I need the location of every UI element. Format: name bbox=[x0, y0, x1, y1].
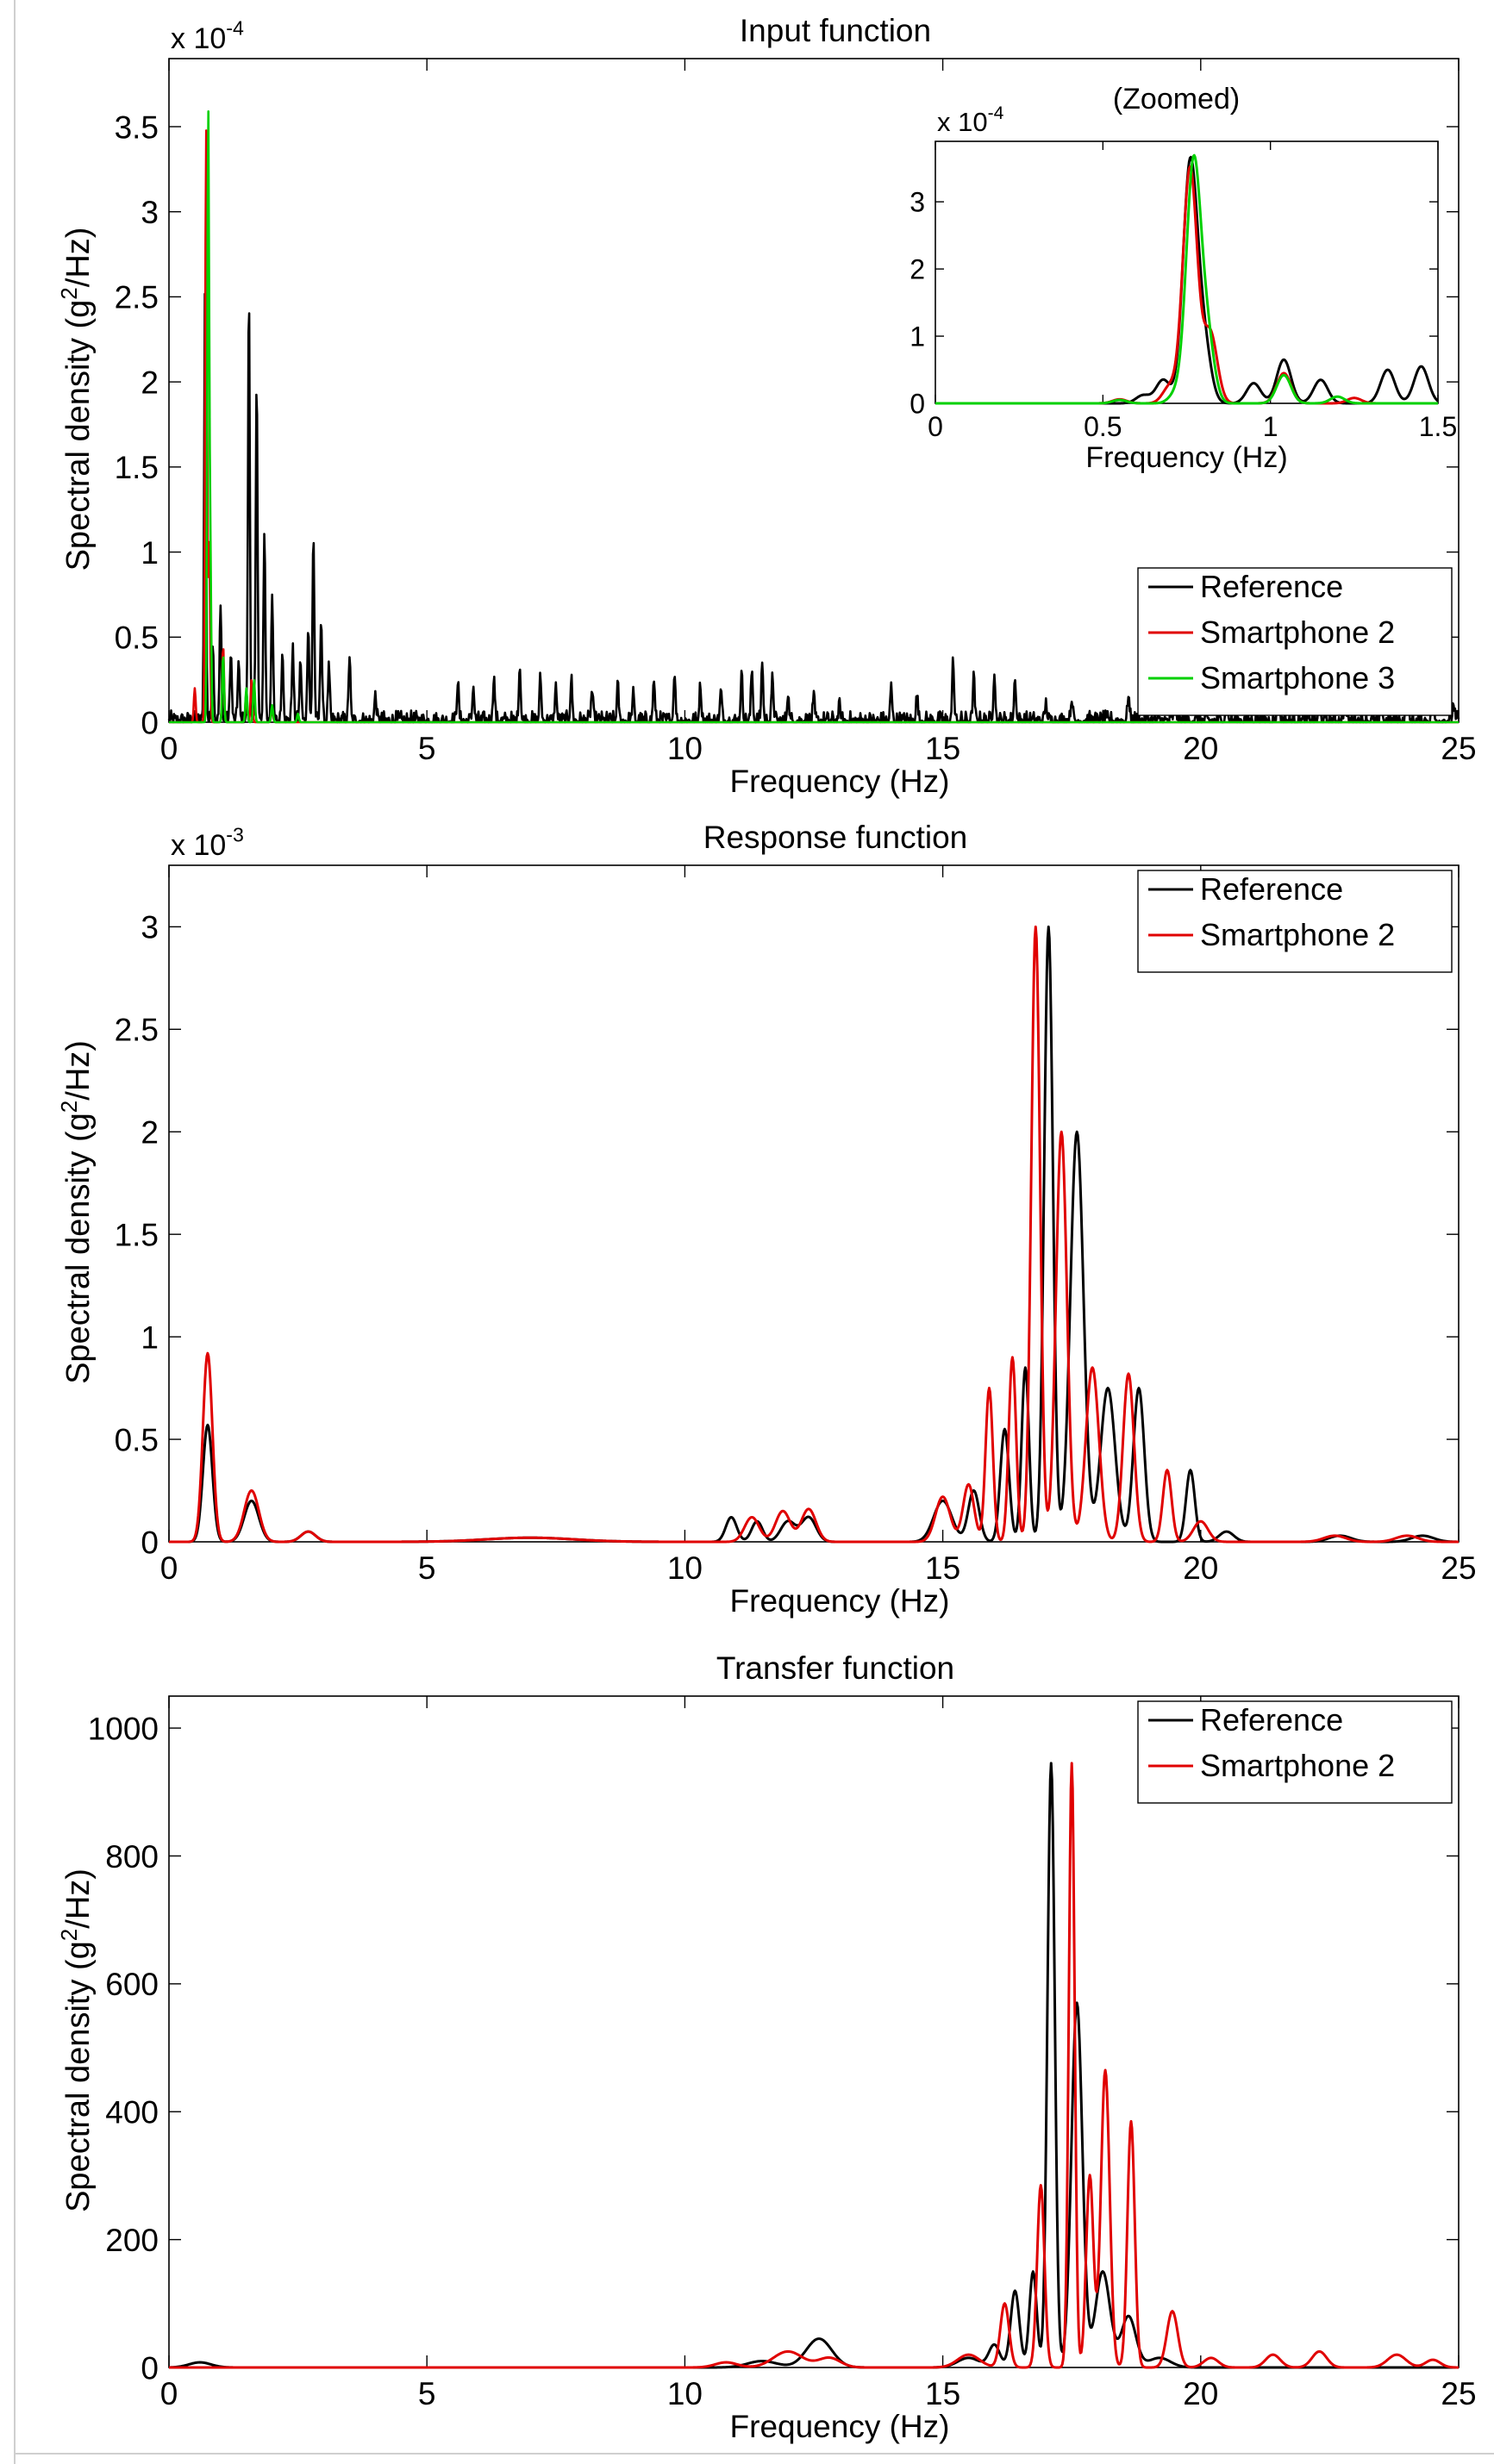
input-legend: Reference Smartphone 2 Smartphone 3 bbox=[1137, 567, 1453, 716]
input-xtick-label: 10 bbox=[667, 731, 703, 766]
input-legend-label: Smartphone 2 bbox=[1200, 614, 1395, 650]
response-title: Response function bbox=[703, 820, 967, 855]
transfer-xtick-label: 25 bbox=[1441, 2376, 1476, 2411]
response-ytick-label: 1.5 bbox=[115, 1218, 159, 1253]
response-ytick-label: 3 bbox=[141, 910, 159, 945]
response-ytick-label: 0 bbox=[141, 1525, 159, 1560]
figure-border-bottom bbox=[14, 2453, 1494, 2455]
input-xtick-label: 15 bbox=[925, 731, 960, 766]
inset-series-smartphone-3 bbox=[935, 153, 1439, 405]
response-xtick-label: 15 bbox=[925, 1550, 960, 1586]
input-xtick-label: 25 bbox=[1441, 731, 1476, 766]
response-legend-box bbox=[1137, 870, 1453, 973]
transfer-xtick-label: 5 bbox=[418, 2376, 436, 2411]
inset-xlabel: Frequency (Hz) bbox=[1085, 441, 1287, 474]
inset-exponent: x 10-4 bbox=[937, 103, 1004, 137]
transfer-legend-label: Reference bbox=[1200, 1702, 1343, 1737]
response-legend-label: Reference bbox=[1200, 871, 1343, 907]
response-xtick-label: 20 bbox=[1183, 1550, 1218, 1586]
input-xlabel: Frequency (Hz) bbox=[730, 764, 950, 799]
inset-title: (Zoomed) bbox=[1113, 83, 1240, 115]
response-series-smartphone-2 bbox=[168, 925, 1460, 1544]
inset-ytick-label: 3 bbox=[910, 187, 925, 218]
response-exponent: x 10-3 bbox=[171, 824, 244, 862]
chart-transfer: 0 5 10 15 20 25 0 200 400 600 800 1000 Transfer func… bbox=[56, 1650, 1477, 2444]
transfer-xlabel: Frequency (Hz) bbox=[730, 2409, 950, 2444]
response-xtick-label: 10 bbox=[667, 1550, 703, 1586]
response-ytick-label: 0.5 bbox=[115, 1422, 159, 1457]
transfer-legend: Reference Smartphone 2 bbox=[1137, 1700, 1453, 1804]
input-legend-label: Smartphone 3 bbox=[1200, 660, 1395, 696]
input-legend-box bbox=[1137, 567, 1453, 716]
chart-response: 0 5 10 15 20 25 0 0.5 1 1.5 2 2.5 3 Response function… bbox=[56, 820, 1477, 1619]
response-plot-area bbox=[168, 864, 1460, 1543]
transfer-ytick-label: 0 bbox=[141, 2350, 159, 2386]
transfer-ytick-label: 400 bbox=[105, 2095, 159, 2130]
response-xtick-label: 25 bbox=[1441, 1550, 1476, 1586]
response-legend: Reference Smartphone 2 bbox=[1137, 870, 1453, 973]
input-xtick-label: 5 bbox=[418, 731, 436, 766]
transfer-ytick-label: 200 bbox=[105, 2223, 159, 2258]
response-xtick-label: 0 bbox=[160, 1550, 178, 1586]
transfer-xtick-label: 0 bbox=[160, 2376, 178, 2411]
input-series-smartphone-3 bbox=[168, 110, 1460, 724]
transfer-ytick-label: 800 bbox=[105, 1839, 159, 1875]
input-ytick-label: 2.5 bbox=[115, 280, 159, 315]
transfer-plot-area bbox=[168, 1695, 1460, 2368]
inset-ytick-label: 0 bbox=[910, 389, 925, 420]
inset-xtick-label: 0 bbox=[928, 411, 943, 442]
input-xtick-label: 0 bbox=[160, 731, 178, 766]
input-ytick-label: 3 bbox=[141, 195, 159, 230]
response-ytick-label: 1 bbox=[141, 1319, 159, 1355]
input-title: Input function bbox=[740, 13, 931, 48]
transfer-ylabel: Spectral density (g2/Hz) bbox=[56, 1868, 97, 2212]
input-ytick-label: 0.5 bbox=[115, 621, 159, 656]
transfer-xtick-label: 10 bbox=[667, 2376, 703, 2411]
transfer-legend-label: Smartphone 2 bbox=[1200, 1748, 1395, 1783]
response-xlabel: Frequency (Hz) bbox=[730, 1583, 950, 1619]
response-ytick-label: 2 bbox=[141, 1115, 159, 1151]
input-ytick-label: 0 bbox=[141, 705, 159, 740]
input-ytick-label: 3.5 bbox=[115, 109, 159, 145]
input-ylabel: Spectral density (g2/Hz) bbox=[56, 228, 97, 571]
transfer-ytick-label: 1000 bbox=[88, 1711, 159, 1746]
input-ytick-label: 2 bbox=[141, 365, 159, 400]
inset-xtick-label: 0.5 bbox=[1084, 411, 1122, 442]
input-ytick-label: 1.5 bbox=[115, 450, 159, 485]
input-ytick-label: 1 bbox=[141, 535, 159, 571]
transfer-xtick-label: 15 bbox=[925, 2376, 960, 2411]
input-exponent: x 10-4 bbox=[171, 17, 244, 55]
transfer-title: Transfer function bbox=[716, 1650, 954, 1686]
response-xtick-label: 5 bbox=[418, 1550, 436, 1586]
inset-ytick-label: 1 bbox=[910, 321, 925, 352]
inset-xtick-label: 1 bbox=[1263, 411, 1278, 442]
transfer-ytick-label: 600 bbox=[105, 1967, 159, 2002]
input-xtick-label: 20 bbox=[1183, 731, 1218, 766]
input-legend-label: Reference bbox=[1200, 569, 1343, 604]
transfer-series-smartphone-2 bbox=[168, 1762, 1460, 2369]
transfer-xtick-label: 20 bbox=[1183, 2376, 1218, 2411]
response-ylabel: Spectral density (g2/Hz) bbox=[56, 1040, 97, 1384]
inset-ytick-label: 2 bbox=[910, 254, 925, 285]
figure-border-left bbox=[14, 0, 16, 2464]
response-ytick-label: 2.5 bbox=[115, 1013, 159, 1048]
transfer-legend-box bbox=[1137, 1700, 1453, 1804]
inset-xtick-label: 1.5 bbox=[1419, 411, 1457, 442]
response-legend-label: Smartphone 2 bbox=[1200, 917, 1395, 952]
inset-chart: 0 0.5 1 1.5 0 1 2 3 (Zoomed) Frequency (Hz) x 10-4 bbox=[910, 83, 1457, 474]
